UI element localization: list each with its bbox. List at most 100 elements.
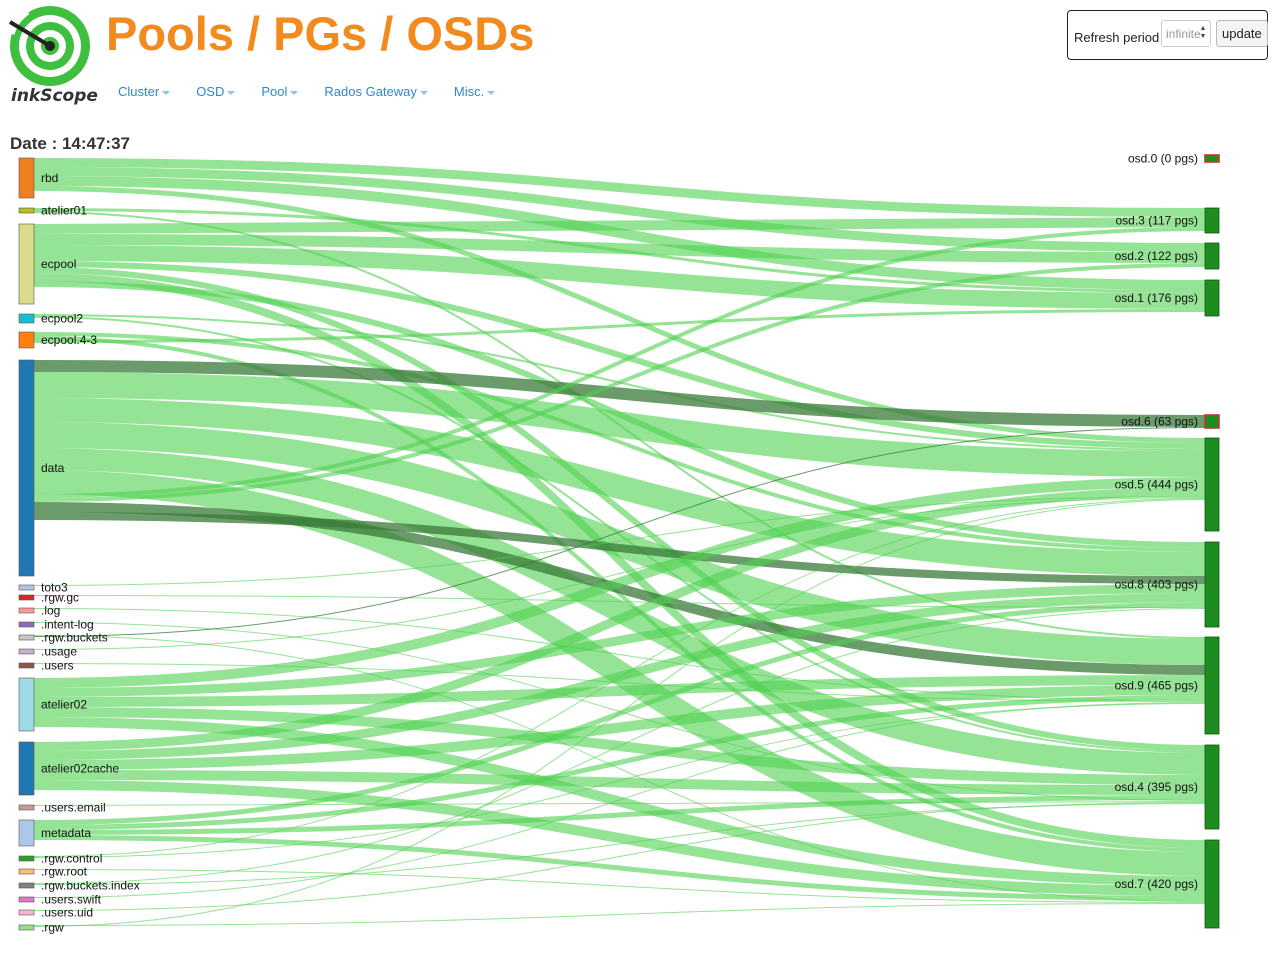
pool-node[interactable]: atelier01: [18, 204, 87, 218]
flow-link[interactable]: [33, 702, 1206, 898]
flow-link[interactable]: [33, 795, 1206, 835]
pool-node-bar[interactable]: [18, 868, 35, 875]
pool-node-bar[interactable]: [18, 313, 35, 324]
osd-node-bar[interactable]: [1204, 744, 1220, 830]
flow-link[interactable]: [33, 234, 1206, 263]
pool-node[interactable]: .users: [18, 659, 74, 673]
osd-node[interactable]: osd.0 (0 pgs): [1128, 152, 1220, 166]
pool-node-bar[interactable]: [18, 331, 35, 349]
pool-node[interactable]: .users.uid: [18, 906, 93, 920]
flow-link[interactable]: [33, 608, 1206, 884]
flow-link[interactable]: [33, 703, 1206, 858]
osd-node-bar[interactable]: [1204, 541, 1220, 628]
flow-link[interactable]: [33, 263, 1206, 502]
pool-node[interactable]: toto3: [18, 581, 68, 595]
flow-link[interactable]: [33, 499, 1206, 927]
flow-link[interactable]: [33, 372, 1206, 477]
osd-node[interactable]: osd.2 (122 pgs): [1115, 242, 1220, 270]
pool-node-bar[interactable]: [18, 207, 35, 214]
flow-link[interactable]: [33, 770, 1206, 795]
pool-node[interactable]: .rgw.gc: [18, 591, 79, 605]
pool-node-bar[interactable]: [18, 223, 35, 305]
osd-node-bar[interactable]: [1204, 207, 1220, 234]
flow-link[interactable]: [33, 663, 1206, 702]
flow-link[interactable]: [33, 360, 1206, 427]
flow-link[interactable]: [33, 217, 1206, 234]
pool-node-bar[interactable]: [18, 909, 35, 916]
pool-node[interactable]: metadata: [18, 819, 91, 847]
flow-link[interactable]: [33, 309, 1206, 343]
nav-pool-menu[interactable]: Pool: [261, 84, 299, 99]
flow-link[interactable]: [33, 685, 1206, 770]
flow-link[interactable]: [33, 635, 1206, 902]
flow-link[interactable]: [33, 512, 1206, 584]
osd-node-bar[interactable]: [1204, 242, 1220, 270]
flow-link[interactable]: [33, 869, 1206, 903]
pool-node[interactable]: .users.swift: [18, 893, 102, 907]
osd-node[interactable]: osd.1 (176 pgs): [1115, 279, 1220, 317]
flow-link[interactable]: [33, 158, 1206, 217]
refresh-period-input[interactable]: [1161, 20, 1211, 47]
osd-node-bar[interactable]: [1204, 839, 1220, 929]
flow-link[interactable]: [33, 332, 1206, 552]
pool-node[interactable]: .usage: [18, 645, 77, 659]
pool-node-bar[interactable]: [18, 621, 35, 628]
pool-node-bar[interactable]: [18, 157, 35, 199]
flow-link[interactable]: [33, 695, 1206, 830]
nav-cluster-menu[interactable]: Cluster: [118, 84, 171, 99]
pool-node-bar[interactable]: [18, 896, 35, 903]
flow-link[interactable]: [33, 835, 1206, 901]
pool-node-bar[interactable]: [18, 855, 35, 862]
pool-node[interactable]: rbd: [18, 157, 58, 199]
flow-link[interactable]: [33, 497, 1206, 650]
flow-link[interactable]: [33, 448, 1206, 775]
flow-link[interactable]: [33, 477, 1206, 688]
pool-node-bar[interactable]: [18, 648, 35, 655]
osd-node[interactable]: osd.9 (465 pgs): [1115, 636, 1220, 735]
pool-node[interactable]: ecpool: [18, 223, 76, 305]
flow-link[interactable]: [33, 802, 1206, 911]
osd-node[interactable]: osd.5 (444 pgs): [1115, 437, 1220, 532]
pool-node-bar[interactable]: [18, 677, 35, 732]
flow-link[interactable]: [33, 496, 1206, 586]
pool-node-bar[interactable]: [18, 804, 35, 811]
pool-node[interactable]: .users.email: [18, 801, 106, 815]
update-button[interactable]: update: [1216, 20, 1268, 47]
pool-node-bar[interactable]: [18, 882, 35, 889]
flow-link[interactable]: [33, 595, 1206, 608]
pool-node-bar[interactable]: [18, 741, 35, 796]
pool-node[interactable]: .rgw.buckets: [18, 631, 108, 645]
nav-rados-gateway-menu[interactable]: Rados Gateway: [324, 84, 428, 99]
pool-node[interactable]: .rgw.root: [18, 865, 88, 879]
osd-node[interactable]: osd.8 (403 pgs): [1115, 541, 1220, 628]
pool-node[interactable]: atelier02cache: [18, 741, 119, 796]
pool-node[interactable]: ecpool2: [18, 312, 83, 326]
flow-link[interactable]: [33, 227, 1206, 498]
flow-link[interactable]: [33, 186, 1206, 443]
flow-link[interactable]: [33, 675, 1206, 707]
osd-node-bar[interactable]: [1204, 414, 1220, 429]
flow-link[interactable]: [33, 398, 1206, 576]
nav-misc-menu[interactable]: Misc.: [454, 84, 496, 99]
pool-node-bar[interactable]: [18, 924, 35, 931]
pool-node-bar[interactable]: [18, 584, 35, 591]
osd-node-bar[interactable]: [1204, 279, 1220, 317]
pool-node[interactable]: .rgw: [18, 921, 64, 935]
osd-node[interactable]: osd.7 (420 pgs): [1115, 839, 1220, 929]
pool-node-bar[interactable]: [18, 819, 35, 847]
pool-node[interactable]: .rgw.buckets.index: [18, 879, 140, 893]
flow-link[interactable]: [33, 427, 1206, 637]
flow-link[interactable]: [33, 903, 1206, 926]
flow-link[interactable]: [33, 803, 1206, 885]
flow-link[interactable]: [33, 780, 1206, 896]
pool-node[interactable]: .log: [18, 604, 60, 618]
flow-link[interactable]: [33, 622, 1206, 801]
pool-node[interactable]: .intent-log: [18, 618, 94, 632]
pool-node-bar[interactable]: [18, 594, 35, 601]
pool-node-bar[interactable]: [18, 607, 35, 614]
pool-node[interactable]: .rgw.control: [18, 852, 102, 866]
spinner-arrows-icon[interactable]: ▲ ▼: [1199, 25, 1207, 40]
osd-node[interactable]: osd.3 (117 pgs): [1116, 207, 1220, 234]
osd-node[interactable]: osd.4 (395 pgs): [1115, 744, 1220, 830]
osd-node-bar[interactable]: [1204, 636, 1220, 735]
